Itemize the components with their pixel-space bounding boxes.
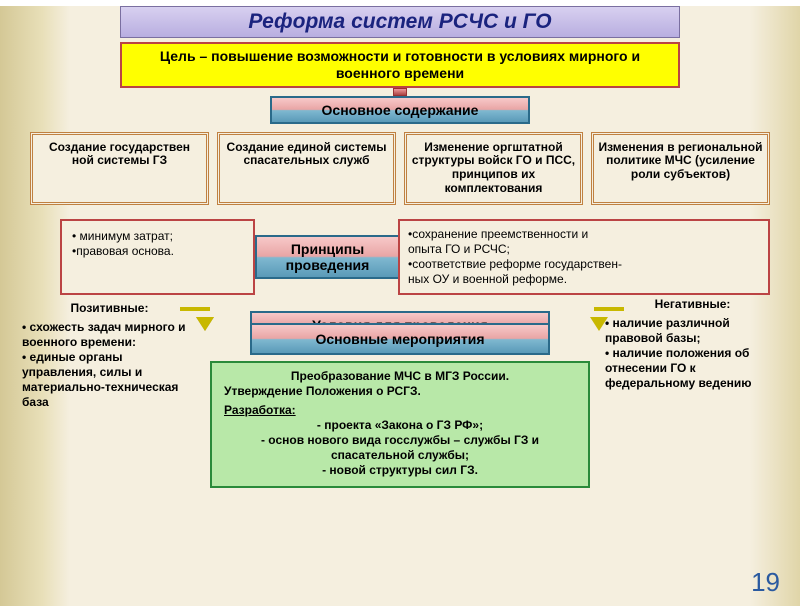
negative-item: наличие различной правовой базы; — [605, 316, 780, 346]
positive-item: схожесть задач мирного и военного времен… — [22, 320, 197, 350]
connector — [393, 88, 407, 96]
column-1: Создание государствен ной системы ГЗ — [30, 132, 209, 205]
green-line-1: Преобразование МЧС в МГЗ России. — [224, 369, 576, 384]
principles-left: • минимум затрат; •правовая основа. — [60, 219, 255, 295]
negative-list: Негативные: наличие различной правовой б… — [605, 297, 780, 391]
principles-label: Принципы проведения — [255, 235, 400, 279]
green-item: - основ нового вида госслужбы – службы Г… — [224, 433, 576, 463]
positive-item: единые органы управления, силы и материа… — [22, 350, 197, 410]
column-3: Изменение оргштатной структуры войск ГО … — [404, 132, 583, 205]
green-box: Преобразование МЧС в МГЗ России. Утвержд… — [210, 361, 590, 488]
green-line-2: Утверждение Положения о РСГЗ. — [224, 384, 576, 399]
negative-item: наличие положения об отнесении ГО к феде… — [605, 346, 780, 391]
green-line-3: Разработка: — [224, 403, 296, 417]
activities-label: Основные мероприятия — [250, 323, 550, 355]
goal-box: Цель – повышение возможности и готовност… — [120, 42, 680, 88]
columns-row: Создание государствен ной системы ГЗ Соз… — [30, 132, 770, 205]
column-2: Создание единой системы спасательных слу… — [217, 132, 396, 205]
main-content-label: Основное содержание — [270, 96, 530, 124]
column-4: Изменения в региональной политике МЧС (у… — [591, 132, 770, 205]
green-item: - новой структуры сил ГЗ. — [224, 463, 576, 478]
principles-right: •сохранение преемственности и опыта ГО и… — [398, 219, 770, 295]
slide-title: Реформа систем РСЧС и ГО — [120, 6, 680, 38]
principles-row: • минимум затрат; •правовая основа. Прин… — [60, 219, 770, 295]
green-item: - проекта «Закона о ГЗ РФ»; — [224, 418, 576, 433]
positive-title: Позитивные: — [22, 301, 197, 316]
positive-list: Позитивные: схожесть задач мирного и вое… — [22, 301, 197, 410]
page-number: 19 — [751, 567, 780, 598]
negative-title: Негативные: — [605, 297, 780, 312]
